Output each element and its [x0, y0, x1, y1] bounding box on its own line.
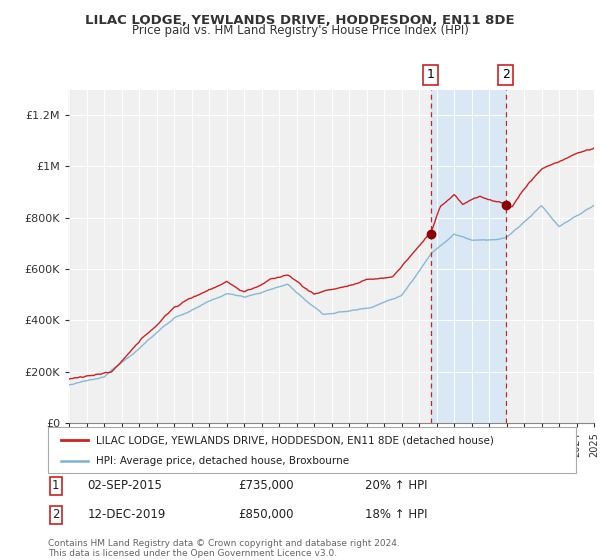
Text: £850,000: £850,000 — [238, 508, 293, 521]
Text: 02-SEP-2015: 02-SEP-2015 — [88, 479, 163, 492]
Text: 12-DEC-2019: 12-DEC-2019 — [88, 508, 166, 521]
Text: 1: 1 — [427, 68, 434, 81]
Text: HPI: Average price, detached house, Broxbourne: HPI: Average price, detached house, Brox… — [95, 456, 349, 466]
Text: 20% ↑ HPI: 20% ↑ HPI — [365, 479, 427, 492]
Text: 18% ↑ HPI: 18% ↑ HPI — [365, 508, 427, 521]
Text: £735,000: £735,000 — [238, 479, 294, 492]
Text: LILAC LODGE, YEWLANDS DRIVE, HODDESDON, EN11 8DE: LILAC LODGE, YEWLANDS DRIVE, HODDESDON, … — [85, 14, 515, 27]
Text: 2: 2 — [52, 508, 59, 521]
Text: LILAC LODGE, YEWLANDS DRIVE, HODDESDON, EN11 8DE (detached house): LILAC LODGE, YEWLANDS DRIVE, HODDESDON, … — [95, 435, 493, 445]
Text: Price paid vs. HM Land Registry's House Price Index (HPI): Price paid vs. HM Land Registry's House … — [131, 24, 469, 37]
Text: 1: 1 — [52, 479, 59, 492]
Bar — [431, 90, 506, 423]
Text: 2: 2 — [502, 68, 509, 81]
Text: Contains HM Land Registry data © Crown copyright and database right 2024.
This d: Contains HM Land Registry data © Crown c… — [48, 539, 400, 558]
FancyBboxPatch shape — [48, 427, 576, 473]
